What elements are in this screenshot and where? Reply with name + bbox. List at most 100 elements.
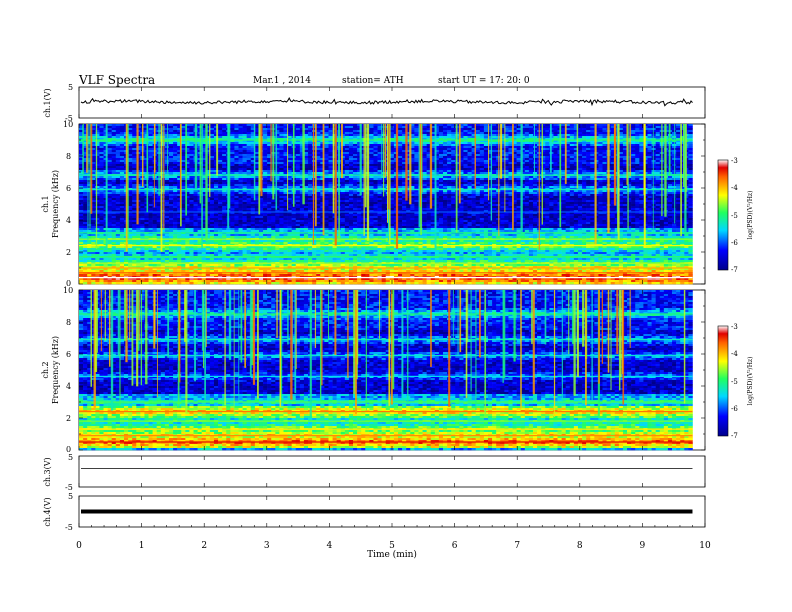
spectrogram-cell [349, 128, 353, 130]
spectrogram-cell [349, 144, 353, 146]
spectrogram-cell [324, 136, 328, 138]
spectrogram-cell [639, 132, 643, 134]
spectrogram-cell [631, 144, 635, 146]
spectrogram-cell [243, 136, 247, 138]
spectrogram-cell [288, 132, 292, 134]
spectrogram-cell [128, 130, 132, 132]
spectrogram-cell [656, 132, 660, 134]
spectrogram-cell [120, 132, 124, 134]
spectrogram-cell [345, 136, 349, 138]
spectrogram-cell [423, 144, 427, 146]
spectrogram-cell [553, 126, 557, 128]
spectrogram-cell [243, 142, 247, 144]
spectrogram-cell [116, 128, 120, 130]
spectrogram-cell [525, 126, 529, 128]
spectrogram-cell [324, 126, 328, 128]
spectrogram-cell [324, 132, 328, 134]
spectrogram-cell [189, 126, 193, 128]
spectrogram-cell [247, 142, 251, 144]
spectrogram-cell [218, 132, 222, 134]
spectrogram-cell [353, 144, 357, 146]
spectrogram-cell [128, 136, 132, 138]
spectrogram-cell [639, 124, 643, 126]
spectrogram-cell [173, 130, 177, 132]
spectrogram-cell [247, 130, 251, 132]
spectrogram-cell [578, 126, 582, 128]
spectrogram-cell [676, 124, 680, 126]
spectrogram-cell [631, 142, 635, 144]
spectrogram-cell [578, 124, 582, 126]
spectrogram-cell [296, 126, 300, 128]
spectrogram-cell [279, 142, 283, 144]
spectrogram-cell [570, 132, 574, 134]
spectrogram-cell [656, 128, 660, 130]
spectrogram-cell [398, 144, 402, 146]
spectrogram-cell [590, 144, 594, 146]
spectrogram-cell [676, 144, 680, 146]
spectrogram-cell [243, 146, 247, 148]
spectrogram-cell [570, 134, 574, 136]
spectrogram-cell [631, 124, 635, 126]
spectrogram-cell [218, 146, 222, 148]
spectrogram-cell [210, 124, 214, 126]
spectrogram-cell [120, 136, 124, 138]
spectrogram-cell [181, 130, 185, 132]
spectrogram-cell [279, 136, 283, 138]
spectrogram-cell [316, 142, 320, 144]
spectrogram-cell [525, 144, 529, 146]
spectrogram-cell [647, 144, 651, 146]
spectrogram-cell [672, 124, 676, 126]
spectrogram-cell [279, 124, 283, 126]
spectrogram-cell [451, 142, 455, 144]
spectrogram-cell [345, 132, 349, 134]
spectrogram-cell [149, 146, 153, 148]
spectrogram-cell [230, 130, 234, 132]
spectrogram-cell [672, 144, 676, 146]
spectrogram-cell [598, 136, 602, 138]
spectrogram-cell [230, 132, 234, 134]
spectrogram-cell [120, 144, 124, 146]
spectrogram-cell [439, 144, 443, 146]
spectrogram-cell [210, 132, 214, 134]
spectrogram-cell [108, 146, 112, 148]
spectrogram-cell [239, 128, 243, 130]
spectrogram-cell [451, 144, 455, 146]
spectrogram-cell [688, 128, 692, 130]
spectrogram-cell [647, 136, 651, 138]
spectrogram-cell [582, 134, 586, 136]
spectrogram-cell [586, 132, 590, 134]
spectrogram-cell [263, 146, 267, 148]
spectrogram-cell [99, 144, 103, 146]
spectrogram-cell [345, 126, 349, 128]
spectrogram-cell [169, 128, 173, 130]
spectrogram-cell [316, 130, 320, 132]
spectrogram-cell [517, 128, 521, 130]
spectrogram-cell [230, 142, 234, 144]
spectrogram-cell [656, 124, 660, 126]
spectrogram-cell [676, 134, 680, 136]
spectrogram-cell [173, 134, 177, 136]
spectrogram-cell [288, 146, 292, 148]
spectrogram-cell [529, 144, 533, 146]
spectrogram-cell [296, 134, 300, 136]
spectrogram-cell [652, 124, 656, 126]
spectrogram-cell [328, 130, 332, 132]
spectrogram-cell [263, 144, 267, 146]
spectrogram-cell [398, 132, 402, 134]
spectrogram-cell [239, 124, 243, 126]
spectrogram-cell [398, 134, 402, 136]
spectrogram-cell [165, 136, 169, 138]
spectrogram-cell [173, 142, 177, 144]
spectrogram-cell [173, 124, 177, 126]
spectrogram-cell [369, 142, 373, 144]
spectrogram-cell [443, 124, 447, 126]
spectrogram-cell [308, 132, 312, 134]
spectrogram-cell [635, 144, 639, 146]
spectrogram-cell [218, 134, 222, 136]
spectrogram-cell [484, 130, 488, 132]
spectrogram-cell [345, 146, 349, 148]
spectrogram-cell [598, 128, 602, 130]
spectrogram-cell [517, 142, 521, 144]
spectrogram-cell [688, 134, 692, 136]
spectrogram-cell [239, 134, 243, 136]
